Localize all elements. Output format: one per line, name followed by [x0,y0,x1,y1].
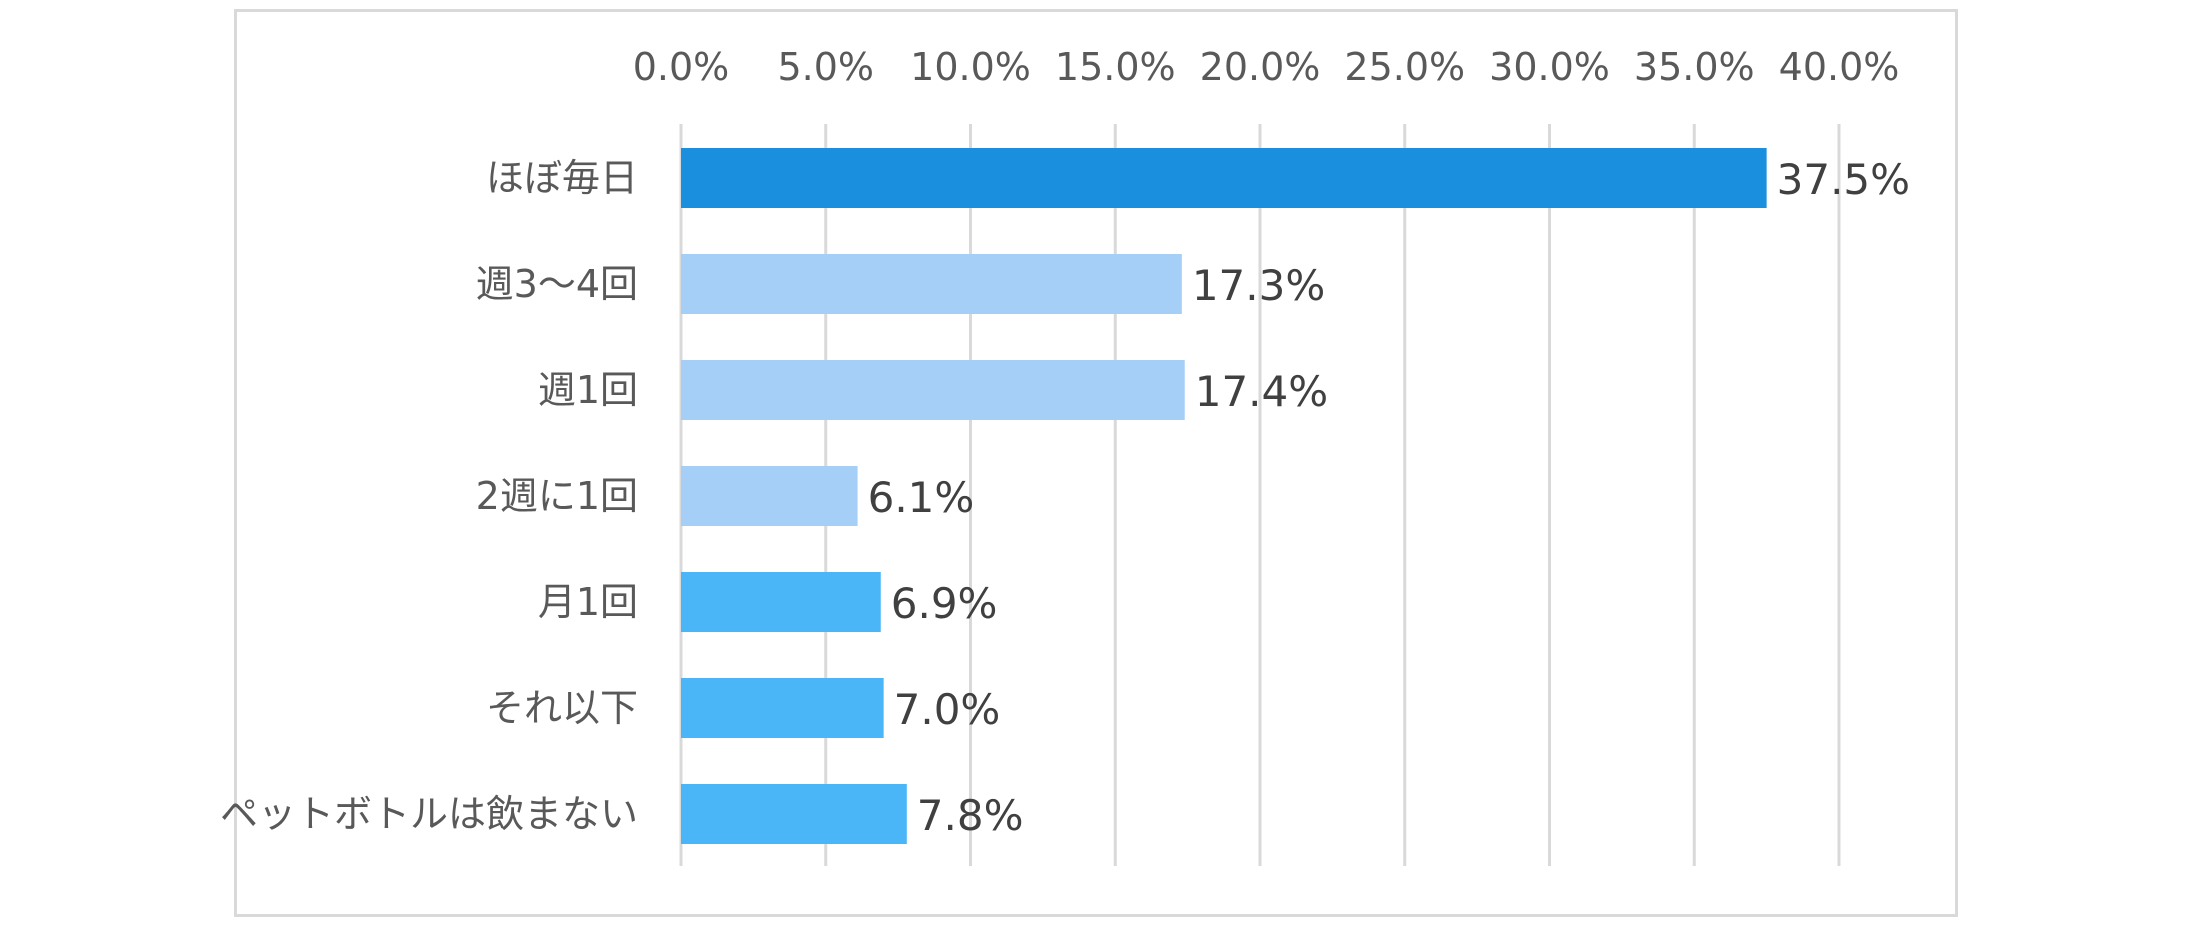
x-tick-label: 35.0% [1634,45,1755,89]
category-label: ほぼ毎日 [486,156,638,200]
x-tick-label: 20.0% [1200,45,1321,89]
category-label: 月1回 [538,580,638,624]
bar [681,360,1185,420]
category-label: 週1回 [538,368,638,412]
x-tick-label: 25.0% [1344,45,1465,89]
category-label: 2週に1回 [476,474,638,518]
x-tick-label: 15.0% [1055,45,1176,89]
x-tick-label: 30.0% [1489,45,1610,89]
data-labels: 37.5% 17.3% 17.4% 6.1% 6.9% 7.0% 7.8% [868,155,1910,840]
bar [681,784,907,844]
bar [681,148,1767,208]
category-label: ペットボトルは飲まない [220,792,638,836]
data-label: 37.5% [1777,155,1910,204]
x-tick-label: 5.0% [777,45,874,89]
bars [681,148,1767,844]
bar [681,466,858,526]
x-axis-tick-labels: 0.0% 5.0% 10.0% 15.0% 20.0% 25.0% 30.0% 35.0% 40… [633,45,1900,89]
data-label: 17.4% [1195,367,1328,416]
x-tick-label: 40.0% [1779,45,1900,89]
x-tick-label: 10.0% [910,45,1031,89]
x-tick-label: 0.0% [633,45,730,89]
bar [681,254,1182,314]
gridlines [679,124,1841,866]
bar [681,678,884,738]
data-label: 17.3% [1192,261,1325,310]
data-label: 6.1% [868,473,975,522]
bar [681,572,881,632]
category-label: それ以下 [486,686,638,730]
category-label: 週3～4回 [476,262,638,306]
data-label: 6.9% [891,579,998,628]
data-label: 7.0% [894,685,1001,734]
data-label: 7.8% [917,791,1024,840]
